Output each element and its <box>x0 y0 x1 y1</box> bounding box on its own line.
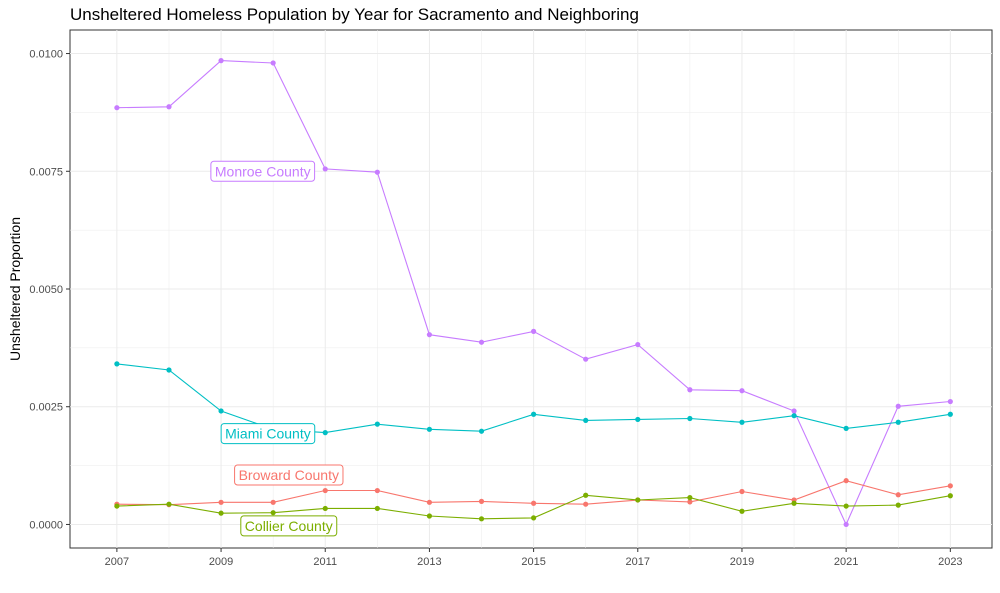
y-tick-label: 0.0000 <box>29 519 63 531</box>
data-point-collier-county <box>791 500 797 506</box>
series-labels: Monroe County Miami County Broward County C… <box>210 160 344 537</box>
data-point-broward-county <box>426 499 433 505</box>
series-label-box <box>220 423 316 445</box>
data-point-miami-county <box>426 426 433 432</box>
data-point-miami-county <box>687 415 693 422</box>
data-point-collier-county <box>531 515 537 521</box>
data-point-miami-county <box>635 416 641 423</box>
data-point-collier-county <box>739 508 745 514</box>
y-tick-label: 0.0100 <box>29 49 63 61</box>
data-point-monroe-county <box>218 58 224 64</box>
data-point-collier-county <box>635 497 641 503</box>
data-point-monroe-county <box>687 387 693 393</box>
data-point-broward-county <box>218 499 224 505</box>
data-point-broward-county <box>374 487 380 494</box>
data-point-monroe-county <box>947 398 953 405</box>
data-point-collier-county <box>114 503 120 509</box>
series-label-box <box>240 515 338 537</box>
data-point-collier-county <box>843 503 849 509</box>
data-point-miami-county <box>843 425 849 431</box>
data-point-monroe-county <box>426 332 433 338</box>
data-point-miami-county <box>322 430 328 436</box>
data-point-broward-county <box>687 499 693 505</box>
data-point-miami-county <box>531 411 537 417</box>
data-point-broward-county <box>322 487 328 494</box>
data-point-broward-county <box>739 488 745 495</box>
grid-lines <box>70 30 992 548</box>
data-point-monroe-county <box>374 169 380 175</box>
data-point-collier-county <box>478 516 485 522</box>
data-point-broward-county <box>531 500 537 506</box>
data-point-broward-county <box>583 501 589 507</box>
data-point-broward-county <box>843 478 849 484</box>
y-tick-label: 0.0050 <box>29 284 63 296</box>
data-point-broward-county <box>478 498 485 504</box>
data-point-monroe-county <box>739 388 745 394</box>
x-tick-label: 2009 <box>209 556 233 568</box>
data-point-miami-county <box>895 419 901 425</box>
data-point-collier-county <box>218 510 224 516</box>
data-point-collier-county <box>583 492 589 498</box>
data-point-collier-county <box>270 510 276 516</box>
data-point-miami-county <box>166 367 172 373</box>
data-point-monroe-county <box>478 339 485 345</box>
series-label-box <box>210 160 316 182</box>
data-point-collier-county <box>947 493 953 499</box>
series-label-monroe-county: Monroe County <box>210 160 316 182</box>
data-point-collier-county <box>166 501 172 507</box>
data-point-monroe-county <box>583 356 589 362</box>
data-point-miami-county <box>374 421 380 427</box>
data-point-monroe-county <box>114 105 120 111</box>
data-point-monroe-county <box>166 104 172 110</box>
data-point-monroe-county <box>843 521 849 528</box>
y-tick-label: 0.0075 <box>29 166 63 178</box>
x-tick-label: 2015 <box>521 556 545 568</box>
axes: 0.0000 0.0025 0.0050 0.0075 0.0100 2007 2009 20… <box>29 49 962 568</box>
data-point-monroe-county <box>895 403 901 409</box>
data-point-miami-county <box>114 361 120 367</box>
data-point-collier-county <box>426 513 433 519</box>
series-label-text: Broward County <box>239 467 339 483</box>
series-label-text: Monroe County <box>215 163 311 179</box>
series-label-broward-county: Broward County <box>234 464 344 486</box>
data-point-collier-county <box>895 502 901 508</box>
data-point-miami-county <box>478 428 485 434</box>
x-tick-label: 2019 <box>730 556 754 568</box>
data-point-monroe-county <box>322 166 328 172</box>
data-point-monroe-county <box>270 60 276 66</box>
data-point-miami-county <box>791 413 797 419</box>
chart-title: Unsheltered Homeless Population by Year … <box>70 5 639 24</box>
series-layer <box>114 58 953 528</box>
x-tick-label: 2013 <box>417 556 441 568</box>
data-point-broward-county <box>895 492 901 498</box>
series-label-text: Miami County <box>225 426 311 442</box>
data-point-broward-county <box>270 499 276 505</box>
data-point-miami-county <box>218 408 224 414</box>
data-point-broward-county <box>947 483 953 489</box>
series-label-miami-county: Miami County <box>220 423 316 445</box>
x-tick-label: 2023 <box>938 556 962 568</box>
x-tick-label: 2017 <box>626 556 650 568</box>
data-point-collier-county <box>687 495 693 501</box>
series-label-collier-county: Collier County <box>240 515 338 537</box>
data-point-collier-county <box>322 505 328 512</box>
series-label-text: Collier County <box>245 518 333 534</box>
data-point-miami-county <box>739 419 745 425</box>
data-point-monroe-county <box>531 328 537 334</box>
data-point-monroe-county <box>635 341 641 348</box>
y-axis-title: Unsheltered Proportion <box>7 217 23 361</box>
data-point-collier-county <box>374 505 380 512</box>
x-tick-label: 2021 <box>834 556 858 568</box>
data-point-monroe-county <box>791 408 797 414</box>
data-point-miami-county <box>583 417 589 423</box>
x-tick-label: 2007 <box>105 556 129 568</box>
x-tick-label: 2011 <box>313 556 337 568</box>
data-point-miami-county <box>947 411 953 417</box>
series-label-box <box>234 464 344 486</box>
y-tick-label: 0.0025 <box>29 402 63 414</box>
